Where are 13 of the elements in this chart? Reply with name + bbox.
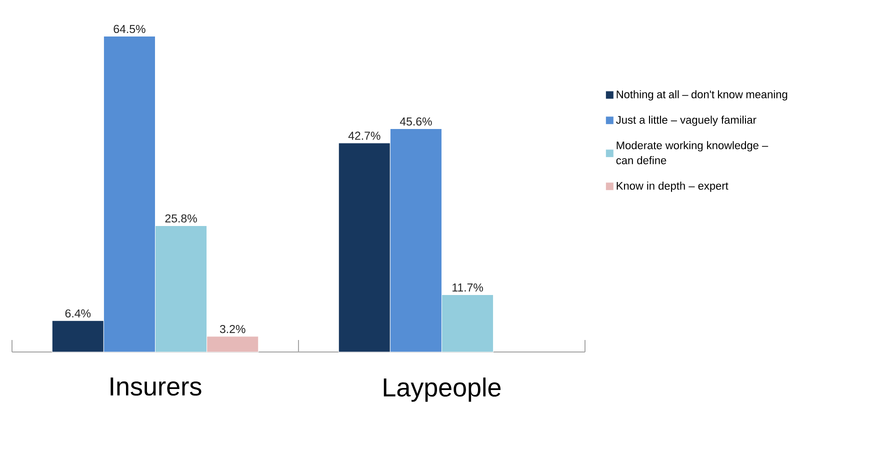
legend-label: Moderate working knowledge – can define: [616, 141, 768, 164]
data-label: 11.7%: [452, 283, 484, 292]
data-label: 64.5%: [114, 24, 146, 34]
data-label: 6.4%: [65, 309, 91, 318]
x-tick-label: Insurers: [110, 378, 202, 396]
legend-label: Know in depth – expert: [616, 182, 728, 192]
data-label: 25.8%: [165, 214, 197, 222]
x-tick-label: Laypeople: [384, 378, 501, 402]
data-label: 3.2%: [220, 324, 246, 334]
data-label: 45.6%: [400, 117, 432, 126]
legend-label: Just a little – vaguely familiar: [616, 116, 756, 126]
legend-label: Nothing at all – don't know meaning: [616, 90, 788, 100]
data-label: 42.7%: [348, 132, 380, 140]
